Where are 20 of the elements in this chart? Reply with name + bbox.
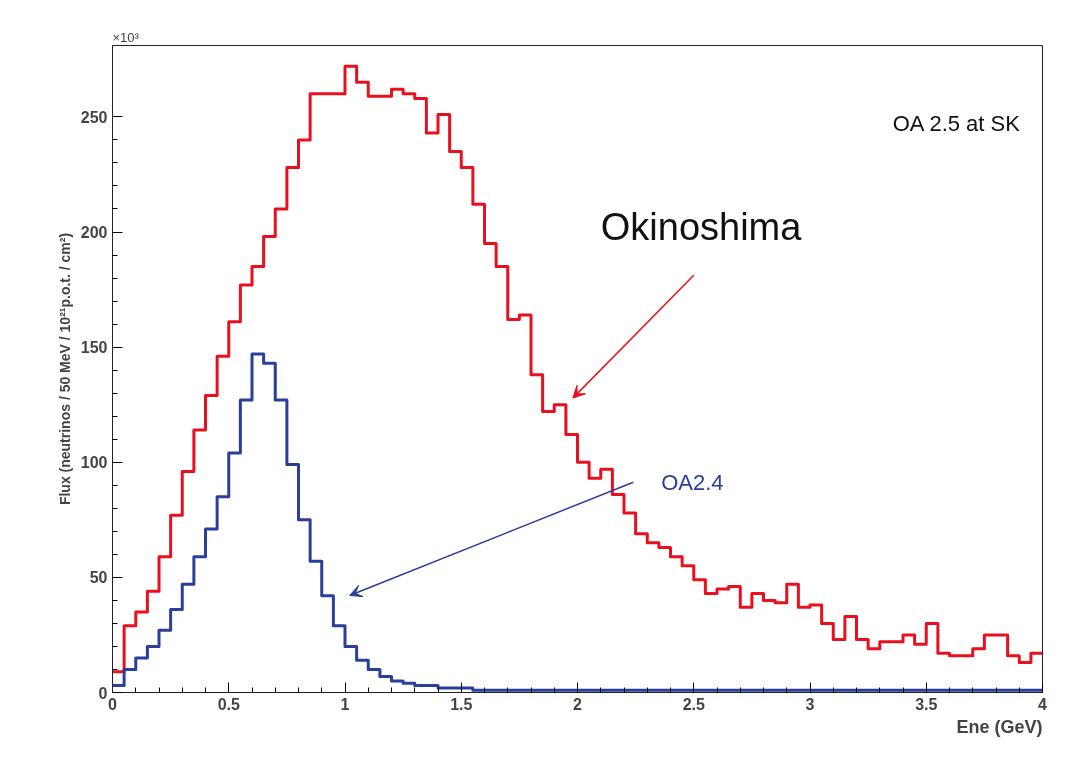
- x-tick-label: 2: [573, 695, 583, 713]
- y-tick-label: 250: [80, 108, 108, 126]
- x-tick-label: 4: [1038, 695, 1048, 713]
- text: ×10³: [112, 29, 140, 45]
- x-axis-title: Ene (GeV): [956, 716, 1043, 737]
- annotation: OA2.4: [661, 469, 724, 495]
- y-axis-title: Flux (neutrinos / 50 MeV / 10²¹p.o.t. / cm²): [56, 232, 73, 506]
- x-tick-label: 1: [340, 695, 350, 713]
- y-tick-label: 0: [98, 684, 108, 702]
- x-tick-label: 3.5: [915, 695, 938, 713]
- y-tick-label: 200: [80, 224, 108, 241]
- y-tick-label: 50: [89, 569, 108, 587]
- annotation: Okinoshima: [600, 205, 803, 248]
- x-tick-label: 2.5: [682, 695, 705, 713]
- annotation: OA 2.5 at SK: [892, 110, 1021, 136]
- x-tick-label: 0.5: [217, 695, 240, 713]
- y-tick-label: 150: [80, 339, 108, 357]
- x-tick-label: 1.5: [450, 695, 473, 713]
- x-tick-label: 3: [805, 695, 815, 713]
- y-tick-label: 100: [80, 454, 108, 472]
